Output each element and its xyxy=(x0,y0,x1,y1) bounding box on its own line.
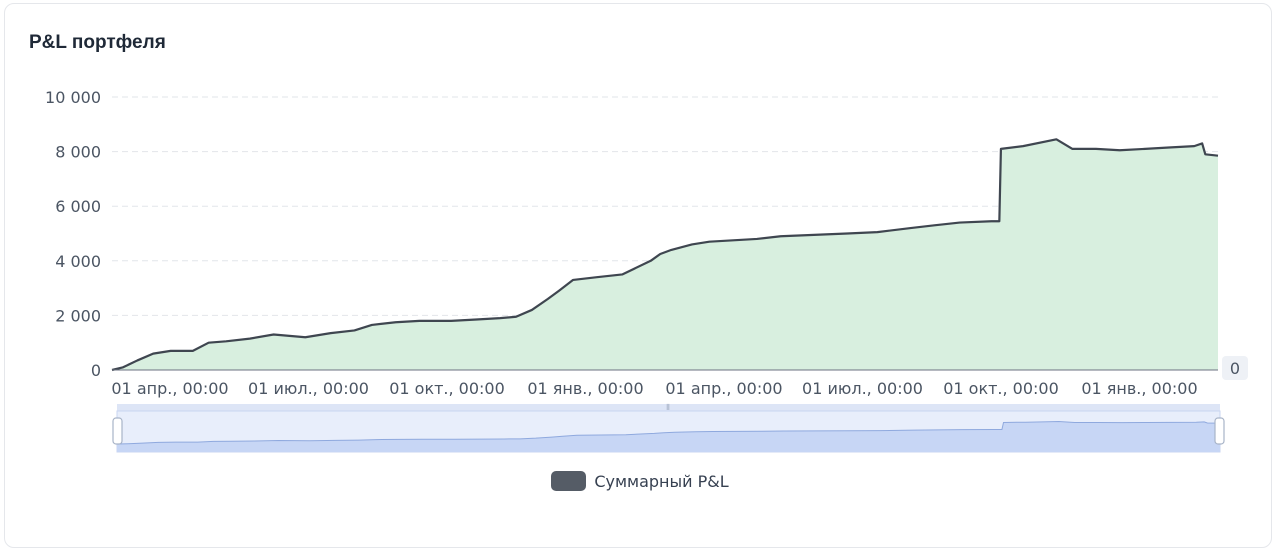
legend-label[interactable]: Суммарный P&L xyxy=(594,471,729,491)
zoom-preview-line xyxy=(116,421,1221,445)
zoom-handle-left[interactable] xyxy=(112,417,123,445)
zoom-preview-area xyxy=(117,421,1220,452)
x-tick-label: 01 янв., 00:00 xyxy=(527,379,643,398)
x-tick-label: 01 апр., 00:00 xyxy=(111,379,228,398)
x-tick-label: 01 окт., 00:00 xyxy=(389,379,505,398)
y-tick-label: 8 000 xyxy=(55,143,101,162)
y-tick-label: 0 xyxy=(91,361,101,380)
zoom-top-bar[interactable] xyxy=(117,404,1220,411)
series-line[interactable] xyxy=(111,138,1219,372)
y-tick-label: 10 000 xyxy=(45,88,101,107)
right-axis-label: 0 xyxy=(1230,359,1240,378)
legend[interactable]: Суммарный P&L xyxy=(0,471,1280,491)
y-tick-label: 2 000 xyxy=(55,306,101,325)
series-area xyxy=(112,139,1218,370)
right-axis-pill xyxy=(1222,356,1248,380)
series-layer[interactable] xyxy=(111,138,1219,372)
x-tick-label: 01 янв., 00:00 xyxy=(1081,379,1197,398)
zoom-handle-right[interactable] xyxy=(1214,417,1225,445)
x-tick-label: 01 апр., 00:00 xyxy=(665,379,782,398)
x-tick-label: 01 окт., 00:00 xyxy=(943,379,1059,398)
y-axis-ticks: 0 2 000 4 000 6 000 8 000 10 000 xyxy=(45,88,101,380)
x-tick-label: 01 июл., 00:00 xyxy=(802,379,923,398)
chart-title: P&L портфеля xyxy=(29,32,166,53)
y-tick-label: 6 000 xyxy=(55,197,101,216)
x-axis-ticks: 01 апр., 00:00 01 июл., 00:00 01 окт., 00:… xyxy=(111,379,1197,398)
legend-swatch-icon[interactable] xyxy=(551,471,587,491)
zoom-grip-icon[interactable]: ⦀ xyxy=(666,403,670,412)
x-tick-label: 01 июл., 00:00 xyxy=(248,379,369,398)
y-tick-label: 4 000 xyxy=(55,252,101,271)
data-zoom-slider[interactable]: ⦀ xyxy=(112,403,1225,453)
